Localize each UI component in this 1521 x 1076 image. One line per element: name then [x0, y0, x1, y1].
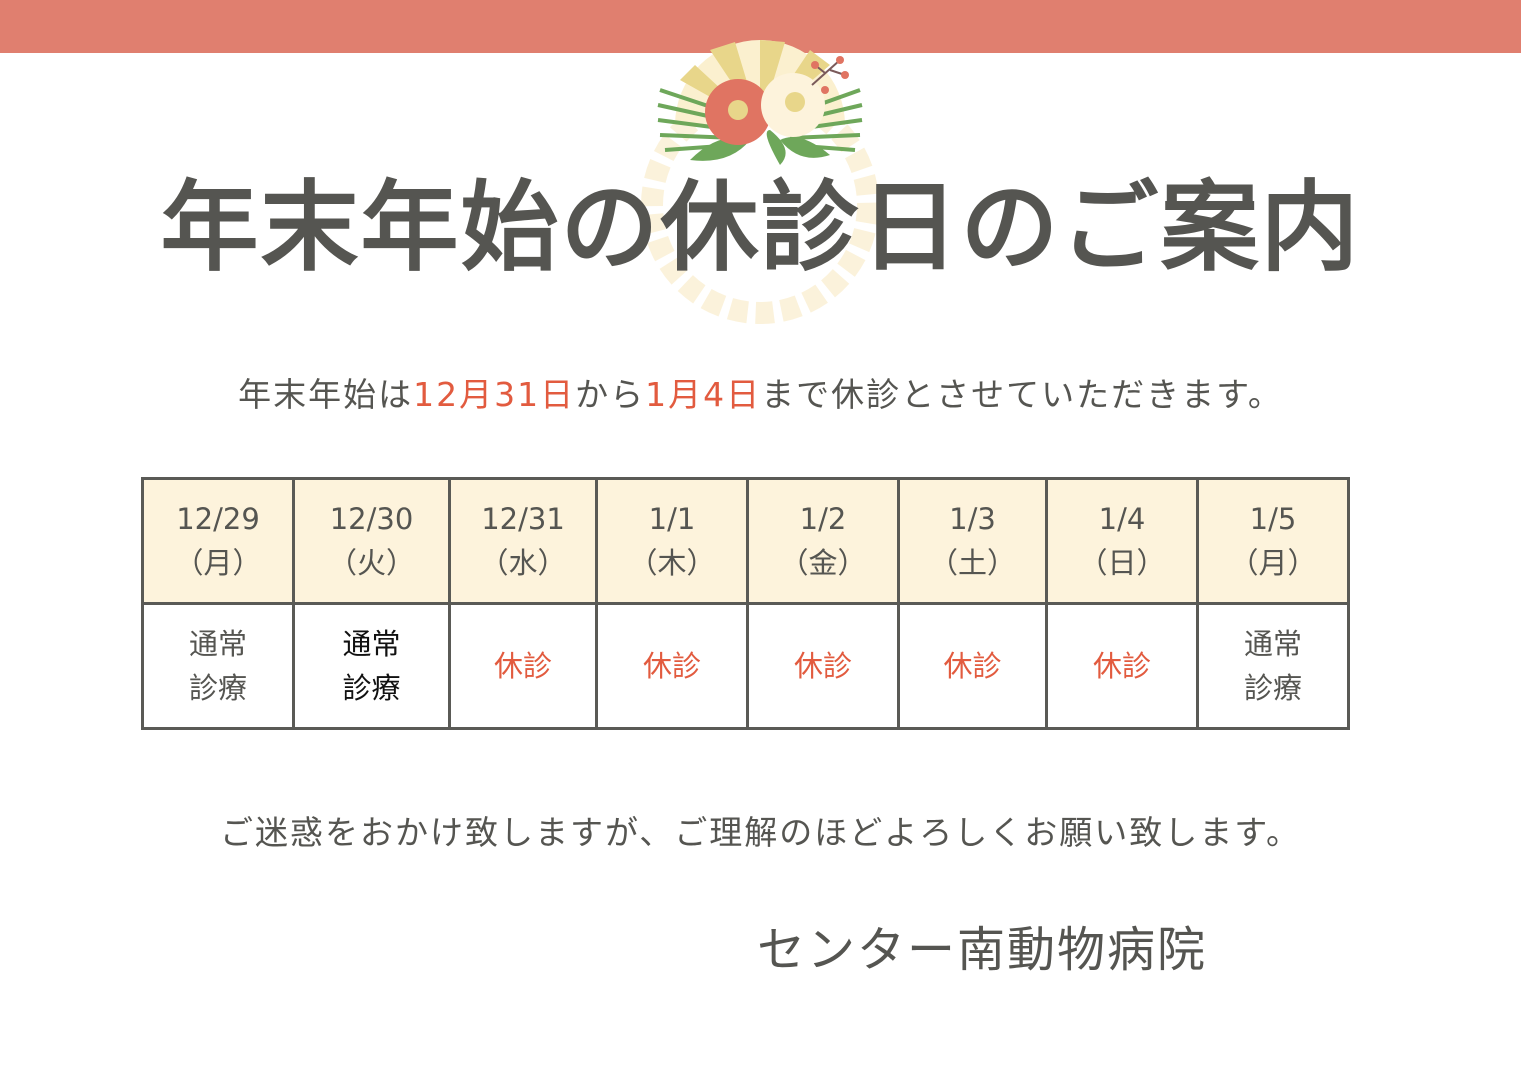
- status-open: 通常診療: [1196, 602, 1350, 730]
- status-closed: 休診: [1045, 602, 1199, 730]
- hospital-name: センター南動物病院: [757, 922, 1208, 978]
- schedule-table: 12/29 （月） 12/30 （火） 12/31 （水） 1/1 （木） 1/2 （金）…: [141, 477, 1350, 730]
- date-row: 12/29 （月） 12/30 （火） 12/31 （水） 1/1 （木） 1/2 （金）…: [141, 477, 1350, 605]
- leaf: [780, 137, 830, 158]
- status-closed: 休診: [746, 602, 900, 730]
- status-closed: 休診: [897, 602, 1048, 730]
- date-cell: 1/1 （木）: [595, 477, 749, 605]
- status-closed: 休診: [448, 602, 598, 730]
- closure-notice: 年末年始は12月31日から1月4日まで休診とさせていただきます。: [238, 375, 1283, 414]
- berry-branch: [811, 56, 849, 94]
- date-cell: 1/5 （月）: [1196, 477, 1350, 605]
- closure-start-date: 12月31日: [413, 375, 576, 414]
- page-title: 年末年始の休診日のご案内: [160, 171, 1361, 285]
- status-open: 通常診療: [141, 602, 295, 730]
- date-cell: 1/2 （金）: [746, 477, 900, 605]
- leaf: [766, 130, 786, 165]
- date-cell: 12/29 （月）: [141, 477, 295, 605]
- status-open: 通常診療: [292, 602, 451, 730]
- date-cell: 1/4 （日）: [1045, 477, 1199, 605]
- status-text: 通常診療: [188, 627, 247, 705]
- status-text: 通常診療: [342, 627, 401, 705]
- closure-end-date: 1月4日: [645, 375, 762, 414]
- date-cell: 12/30 （火）: [292, 477, 451, 605]
- apology-message: ご迷惑をおかけ致しますが、ご理解のほどよろしくお願い致します。: [219, 813, 1302, 852]
- date-cell: 1/3 （土）: [897, 477, 1048, 605]
- date-cell: 12/31 （水）: [448, 477, 598, 605]
- status-closed: 休診: [595, 602, 749, 730]
- status-row: 通常診療 通常診療 休診 休診 休診 休診 休診 通常診療: [141, 602, 1350, 730]
- new-year-decoration-icon: [641, 40, 879, 324]
- status-text: 通常診療: [1243, 627, 1302, 705]
